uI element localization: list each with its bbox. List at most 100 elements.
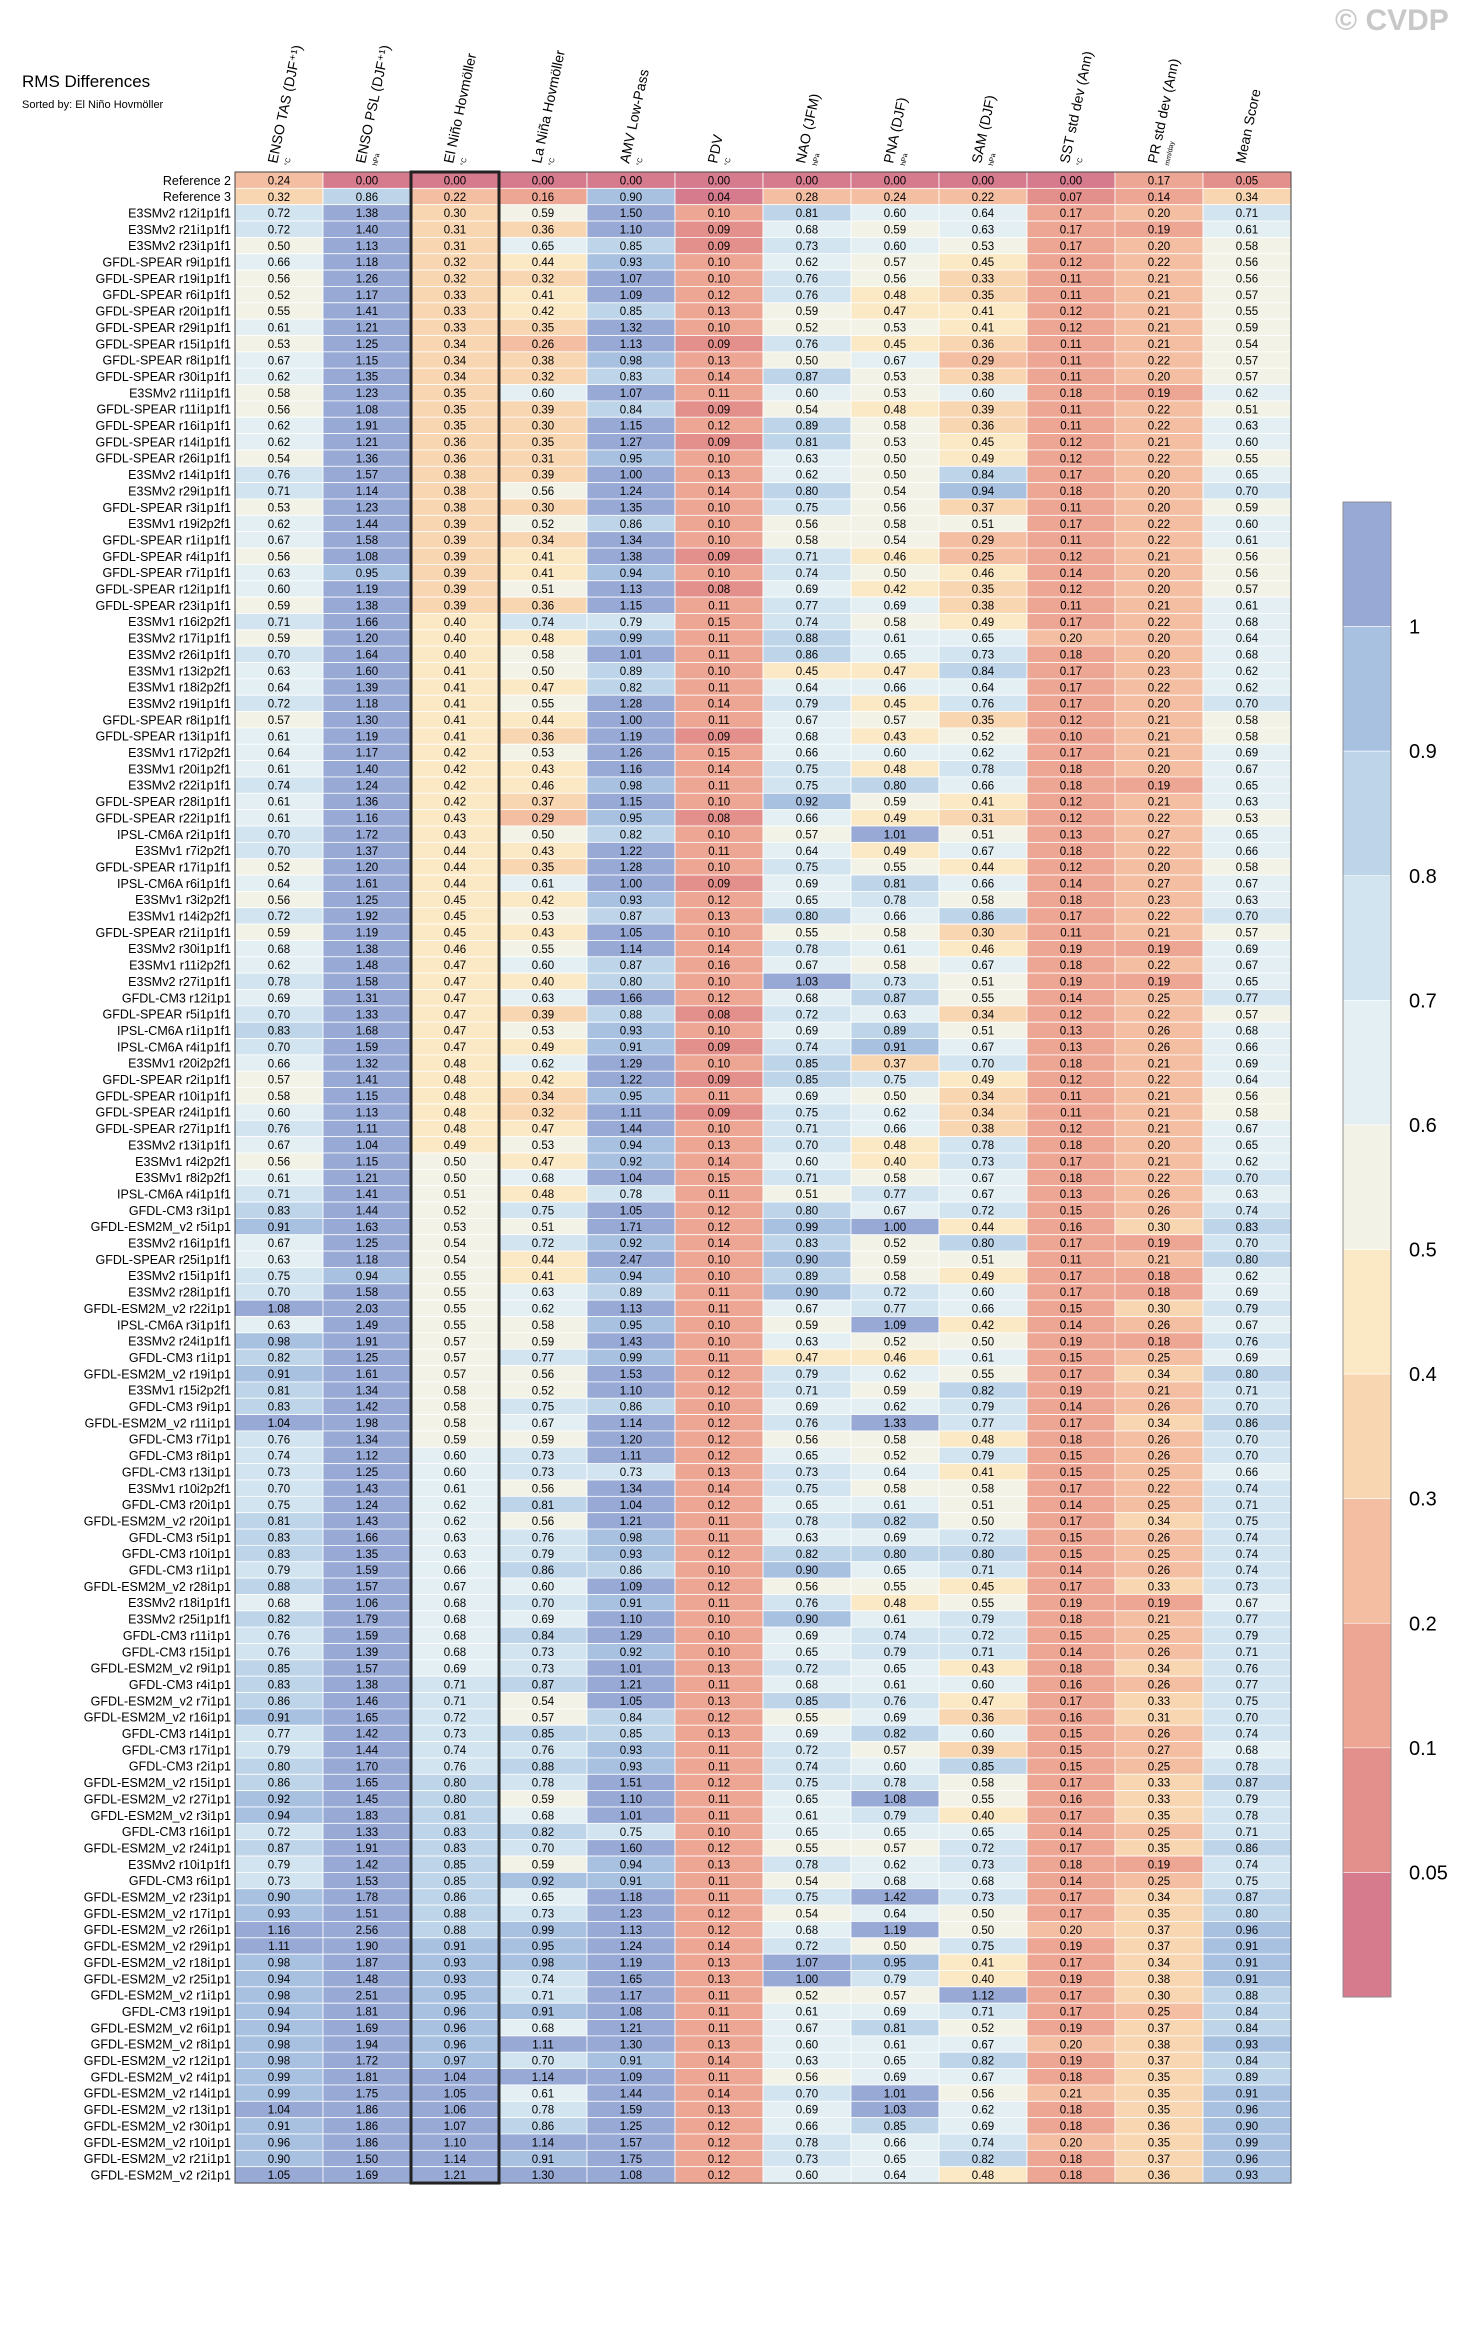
cell-value: 0.34: [972, 1091, 995, 1103]
cell-value: 0.10: [708, 977, 730, 989]
cell-value: 0.62: [532, 1058, 554, 1070]
cell-value: 1.57: [356, 470, 378, 482]
cell-value: 0.77: [1236, 1614, 1258, 1626]
cell-value: 0.31: [532, 453, 554, 465]
cell-value: 0.69: [972, 2121, 994, 2133]
cell-value: 0.49: [972, 1271, 994, 1283]
cell-value: 0.14: [708, 764, 731, 776]
cell-value: 1.72: [356, 829, 378, 841]
cell-value: 0.10: [708, 519, 730, 531]
cell-value: 0.33: [1148, 1794, 1170, 1806]
cell-value: 0.74: [1236, 1565, 1259, 1577]
cell-value: 0.48: [884, 764, 906, 776]
row-label: E3SMv1 r20i1p2f1: [128, 762, 231, 776]
row-label: GFDL-CM3 r6i1p1: [129, 1874, 231, 1888]
cell-value: 0.17: [1060, 470, 1082, 482]
cell-value: 0.58: [1236, 731, 1258, 743]
cell-value: 0.20: [1148, 372, 1170, 384]
cell-value: 1.07: [620, 274, 642, 286]
cell-value: 0.58: [972, 895, 994, 907]
cell-value: 1.15: [620, 797, 642, 809]
cell-value: 0.17: [1060, 682, 1082, 694]
row-label: GFDL-ESM2M_v2 r25i1p1: [84, 1972, 231, 1986]
cell-value: 1.10: [444, 2137, 466, 2149]
row-label: E3SMv1 r10i2p2f1: [128, 1482, 231, 1496]
cell-value: 0.63: [796, 453, 818, 465]
cell-value: 0.17: [1060, 699, 1082, 711]
cell-value: 0.65: [884, 1663, 906, 1675]
cell-value: 0.95: [444, 1990, 466, 2002]
cell-value: 0.62: [1236, 1156, 1258, 1168]
cell-value: 0.72: [796, 1745, 818, 1757]
cell-value: 0.26: [1148, 1451, 1170, 1463]
cell-value: 0.84: [532, 1631, 555, 1643]
cell-value: 0.50: [444, 1156, 466, 1168]
cell-value: 0.17: [1060, 1483, 1082, 1495]
cell-value: 0.43: [884, 731, 906, 743]
cell-value: 1.50: [356, 2154, 378, 2166]
cell-value: 1.04: [356, 1140, 379, 1152]
cell-value: 0.74: [444, 1745, 467, 1757]
cell-value: 0.49: [972, 1075, 994, 1087]
cell-value: 0.19: [1148, 780, 1170, 792]
cell-value: 0.36: [1148, 2121, 1170, 2133]
cell-value: 0.56: [268, 551, 290, 563]
cell-value: 0.65: [796, 1500, 818, 1512]
cell-value: 0.62: [1236, 388, 1258, 400]
cell-value: 1.92: [356, 911, 378, 923]
cell-value: 0.34: [444, 372, 467, 384]
cell-value: 0.54: [444, 1255, 467, 1267]
cell-value: 0.65: [972, 1827, 994, 1839]
row-label: GFDL-ESM2M_v2 r27i1p1: [84, 1792, 231, 1806]
cell-value: 0.25: [1148, 1500, 1170, 1512]
cell-value: 1.20: [356, 862, 378, 874]
cell-value: 0.91: [1236, 1974, 1258, 1986]
cell-value: 0.61: [268, 731, 290, 743]
cell-value: 0.10: [708, 257, 730, 269]
cell-value: 0.73: [268, 1467, 290, 1479]
cell-value: 0.16: [1060, 1794, 1082, 1806]
cell-value: 0.81: [532, 1500, 554, 1512]
cell-value: 0.59: [532, 208, 554, 220]
cell-value: 0.76: [1236, 1336, 1258, 1348]
cell-value: 0.21: [1148, 290, 1170, 302]
cell-value: 0.51: [532, 584, 554, 596]
row-label: E3SMv2 r30i1p1f1: [128, 942, 231, 956]
cell-value: 1.10: [620, 224, 642, 236]
cell-value: 0.93: [620, 257, 642, 269]
cell-value: 0.65: [796, 1794, 818, 1806]
cell-value: 0.12: [708, 1843, 730, 1855]
cell-value: 0.24: [884, 192, 907, 204]
cell-value: 0.15: [1060, 1353, 1082, 1365]
cell-value: 0.67: [1236, 878, 1258, 890]
cell-value: 0.20: [1148, 584, 1170, 596]
cell-value: 0.80: [972, 1238, 994, 1250]
cell-value: 1.81: [356, 2007, 378, 2019]
cell-value: 0.35: [532, 323, 554, 335]
cell-value: 0.15: [708, 1173, 730, 1185]
cell-value: 0.78: [796, 1859, 818, 1871]
cell-value: 0.35: [444, 388, 466, 400]
cell-value: 0.21: [1148, 306, 1170, 318]
cell-value: 0.18: [1060, 650, 1082, 662]
cell-value: 0.87: [884, 993, 906, 1005]
cell-value: 0.22: [1148, 1173, 1170, 1185]
cell-value: 0.67: [972, 1173, 994, 1185]
cell-value: 0.33: [1148, 1582, 1170, 1594]
cell-value: 1.15: [356, 1156, 378, 1168]
cell-value: 0.41: [444, 699, 466, 711]
cell-value: 0.36: [444, 453, 466, 465]
row-label: GFDL-CM3 r1i1p1: [129, 1351, 231, 1365]
cell-value: 0.12: [1060, 1124, 1082, 1136]
column-unit: °C: [723, 157, 732, 166]
cell-value: 0.60: [884, 1761, 906, 1773]
cell-value: 1.25: [356, 1467, 378, 1479]
cell-value: 0.17: [1060, 1271, 1082, 1283]
cell-value: 0.49: [972, 617, 994, 629]
cell-value: 0.97: [444, 2056, 466, 2068]
cell-value: 0.74: [1236, 1859, 1259, 1871]
cell-value: 0.21: [1148, 1614, 1170, 1626]
row-label: E3SMv1 r19i2p2f1: [128, 517, 231, 531]
cell-value: 0.73: [268, 1876, 290, 1888]
cell-value: 0.80: [1236, 1255, 1258, 1267]
